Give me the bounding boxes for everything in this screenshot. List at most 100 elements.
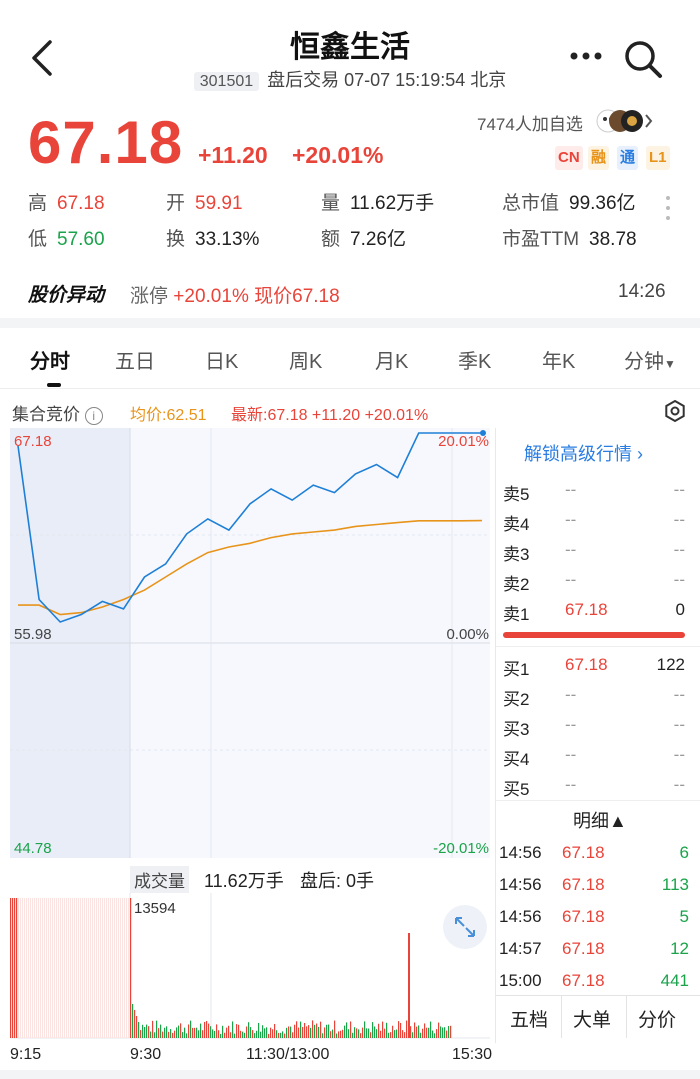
trade-status: 盘后交易 07-07 15:19:54 北京 [267,70,507,90]
volume-bar [254,1033,256,1038]
tag-level1: L1 [646,146,670,170]
volume-bar [400,1022,402,1038]
intraday-price-chart[interactable]: 67.18 55.98 44.78 20.01% 0.00% -20.01% [0,428,495,860]
tag-cn: CN [555,146,583,170]
more-icon[interactable] [566,44,606,68]
auction-volume-bar [114,898,115,1038]
volume-bar [230,1032,232,1038]
avg-price-line [18,519,483,616]
volume-bar [336,1033,338,1038]
volume-bar [12,898,14,1038]
volume-bar [366,1028,368,1038]
x-label-close: 15:30 [452,1046,493,1063]
volume-bar [386,1022,388,1038]
volume-bar [418,1025,420,1038]
volume-bar [346,1022,348,1038]
volume-bar [232,1021,234,1038]
volume-bar [150,1031,152,1038]
volume-bar [348,1029,350,1038]
trade-time: 14:57 [499,939,542,958]
volume-bar [180,1023,182,1038]
stock-code: 301501 [193,72,260,91]
volume-bars [10,898,452,1038]
volume-peak-label: 13594 [134,900,176,917]
stat-mktcap: 总市值 99.36亿 [502,193,636,214]
volume-bar [382,1021,384,1038]
stock-title: 恒鑫生活 [290,31,410,64]
volume-bar [358,1029,360,1038]
ask-3-price: -- [565,540,577,559]
volume-bar [284,1033,286,1038]
ask-4-label: 卖4 [503,515,530,534]
volume-bar [426,1027,428,1038]
auction-volume-bar [64,898,65,1038]
trade-time: 14:56 [499,907,542,926]
unlock-advanced-quote[interactable]: 解锁高级行情 › [524,444,644,464]
volume-bar [174,1030,176,1038]
auction-volume-bar [28,898,29,1038]
avatar-group[interactable] [596,106,656,136]
volume-bar [310,1027,312,1038]
tab-intraday[interactable]: 分时 [30,351,70,373]
tab-big-orders[interactable]: 大单 [573,1010,612,1031]
volume-bar [248,1022,250,1038]
tab-quarterly-k[interactable]: 季K [458,351,492,373]
trade-volume: 441 [660,971,689,990]
volume-bar [326,1024,328,1038]
volume-bar [378,1023,380,1038]
alert-text[interactable]: 涨停 +20.01% 现价67.18 [130,286,340,307]
search-icon[interactable] [622,38,664,80]
volume-bar [296,1021,298,1038]
bottom-bar [0,1070,700,1079]
tab-monthly-k[interactable]: 月K [375,351,409,373]
stat-volume: 量 11.62万手 [321,193,435,214]
divider [495,428,496,1043]
volume-bar [420,1032,422,1038]
volume-bar [182,1032,184,1038]
volume-bar [240,1030,242,1038]
price-line [17,432,482,623]
y-tick-right-mid: 0.00% [446,626,489,643]
volume-bar [312,1020,314,1038]
volume-bar [184,1027,186,1038]
volume-bar [14,898,16,1038]
volume-bar [444,1027,446,1038]
auction-volume-bar [106,898,107,1038]
bid-2-volume: -- [673,685,685,704]
volume-bar [334,1020,336,1038]
tab-price-distribution[interactable]: 分价 [638,1010,677,1031]
expand-stats-icon[interactable] [660,188,676,228]
volume-bar [438,1022,440,1038]
detail-toggle[interactable]: 明细▲ [573,811,627,831]
ask-1-price: 67.18 [565,600,608,619]
volume-bar [332,1029,334,1038]
volume-bar [384,1028,386,1038]
auction-volume-bar [112,898,113,1038]
auction-volume-bar [40,898,41,1038]
auction-volume-bar [72,898,73,1038]
auction-volume-bar [74,898,75,1038]
tab-yearly-k[interactable]: 年K [542,351,576,373]
settings-icon[interactable] [663,399,687,423]
watch-count[interactable]: 7474人加自选 [477,115,583,134]
auction-volume-bar [86,898,87,1038]
auction-label[interactable]: 集合竞价 i [12,400,103,425]
tab-minute[interactable]: 分钟▼ [624,351,676,373]
tab-5day[interactable]: 五日 [115,351,155,373]
auction-volume-bar [48,898,49,1038]
price-change: +11.20 [198,142,268,168]
auction-volume-bar [50,898,51,1038]
tab-five-level[interactable]: 五档 [510,1010,549,1031]
back-arrow-icon[interactable] [26,38,62,78]
trade-price: 67.18 [562,907,605,926]
bid-5-label: 买5 [503,780,530,799]
stat-open: 开 59.91 [166,193,243,214]
auction-volume-bar [56,898,57,1038]
volume-bar [322,1033,324,1038]
trade-price: 67.18 [562,971,605,990]
tab-weekly-k[interactable]: 周K [289,351,323,373]
auction-volume-bar [122,898,123,1038]
fullscreen-icon[interactable] [442,904,488,950]
volume-bar [204,1021,206,1038]
tab-daily-k[interactable]: 日K [205,351,239,373]
